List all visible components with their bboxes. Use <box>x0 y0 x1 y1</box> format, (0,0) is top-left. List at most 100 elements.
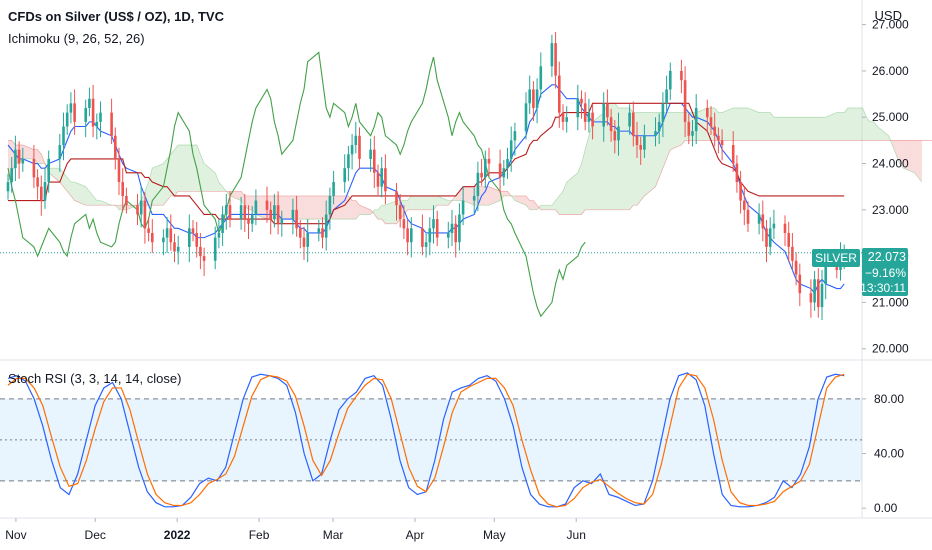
candle <box>273 194 276 228</box>
candle-body <box>99 112 102 122</box>
candle <box>798 263 802 307</box>
cloud-segment <box>588 121 593 210</box>
cloud-segment <box>640 112 645 201</box>
price-tick-label: 25.000 <box>872 110 909 124</box>
cloud-segment <box>670 112 682 150</box>
candle-body <box>735 163 739 183</box>
candle-body <box>91 98 95 127</box>
candle <box>458 203 461 251</box>
candle-body <box>706 107 709 118</box>
time-axis: Nov Dec 2022 Feb Mar Apr May Jun <box>5 518 586 542</box>
candle <box>768 217 772 256</box>
candle-body <box>428 228 432 243</box>
candle <box>306 219 309 263</box>
candle-body <box>306 232 309 247</box>
candle-body <box>720 140 724 146</box>
candlestick-series[interactable] <box>6 32 846 321</box>
candle-body <box>199 246 202 257</box>
candle-body <box>265 200 269 210</box>
candle <box>398 194 402 228</box>
candle <box>84 99 87 138</box>
candle-body <box>384 168 387 192</box>
candle-body <box>665 89 668 104</box>
cloud-segment <box>896 140 900 164</box>
candle-body <box>10 168 13 183</box>
candle-body <box>498 163 502 178</box>
candle <box>635 121 639 158</box>
bar-countdown: 13:30:11 <box>860 281 906 295</box>
candle-body <box>410 228 413 243</box>
candle <box>10 157 13 193</box>
candle-body <box>809 293 813 303</box>
candle-body <box>513 131 517 141</box>
candle <box>783 215 787 246</box>
candle <box>580 90 583 119</box>
candle <box>321 217 324 249</box>
candle <box>813 270 816 311</box>
candle <box>587 98 591 133</box>
candle <box>169 214 173 251</box>
candle <box>665 75 668 112</box>
candle <box>691 120 694 147</box>
cloud-segment <box>770 112 774 141</box>
candle-body <box>480 172 483 178</box>
candle-body <box>532 89 535 108</box>
cloud-segment <box>559 191 563 215</box>
candle <box>354 121 358 154</box>
cloud-segment <box>614 103 619 210</box>
cloud-segment <box>374 209 378 220</box>
candle-body <box>535 89 539 108</box>
cloud-segment <box>307 195 319 220</box>
candle-body <box>358 135 361 159</box>
lead-span-b-line <box>8 140 932 225</box>
candle <box>535 78 539 124</box>
candle <box>602 92 605 142</box>
candle <box>743 186 746 226</box>
candle <box>739 170 742 214</box>
candle <box>432 205 435 244</box>
candle <box>583 92 587 131</box>
last-price: 22.073 <box>867 250 906 264</box>
cloud-segment <box>759 112 763 141</box>
candle <box>428 217 432 256</box>
candle <box>291 198 295 235</box>
candle-body <box>195 232 198 247</box>
candle <box>173 233 176 263</box>
stoch-rsi-legend[interactable]: Stoch RSI (3, 3, 14, 14, close) <box>8 371 182 386</box>
cloud-segment <box>540 205 552 210</box>
candle-body <box>458 214 461 243</box>
cloud-segment <box>618 107 630 210</box>
candle-body <box>17 149 21 164</box>
candle-body <box>565 117 568 122</box>
candle <box>654 117 657 147</box>
candle <box>47 150 50 193</box>
candle-body <box>820 283 824 308</box>
candle <box>151 219 154 253</box>
candle <box>576 84 580 131</box>
cloud-segment <box>555 195 560 215</box>
candle <box>628 104 631 135</box>
candle <box>199 232 202 270</box>
candle-body <box>447 232 450 238</box>
candle-body <box>36 177 39 187</box>
cloud-segment <box>840 112 845 141</box>
candle-body <box>591 112 594 127</box>
candle <box>450 209 454 246</box>
candle <box>706 99 709 133</box>
candle <box>239 196 243 230</box>
candle <box>498 149 502 193</box>
ichimoku-legend[interactable]: Ichimoku (9, 26, 52, 26) <box>8 31 145 46</box>
candle-body <box>561 112 565 122</box>
candle-body <box>347 154 350 169</box>
chart-title[interactable]: CFDs on Silver (US$ / OZ), 1D, TVC <box>8 9 224 24</box>
candle <box>65 104 69 135</box>
candle-body <box>587 112 591 122</box>
cloud-segment <box>666 112 671 159</box>
candle-body <box>136 205 139 215</box>
cloud-segment <box>748 107 760 141</box>
price-change: −9.16% <box>864 266 906 280</box>
candle <box>461 186 465 226</box>
currency-label[interactable]: USD <box>874 8 902 23</box>
cloud-segment <box>637 112 641 206</box>
candle-body <box>406 228 409 243</box>
